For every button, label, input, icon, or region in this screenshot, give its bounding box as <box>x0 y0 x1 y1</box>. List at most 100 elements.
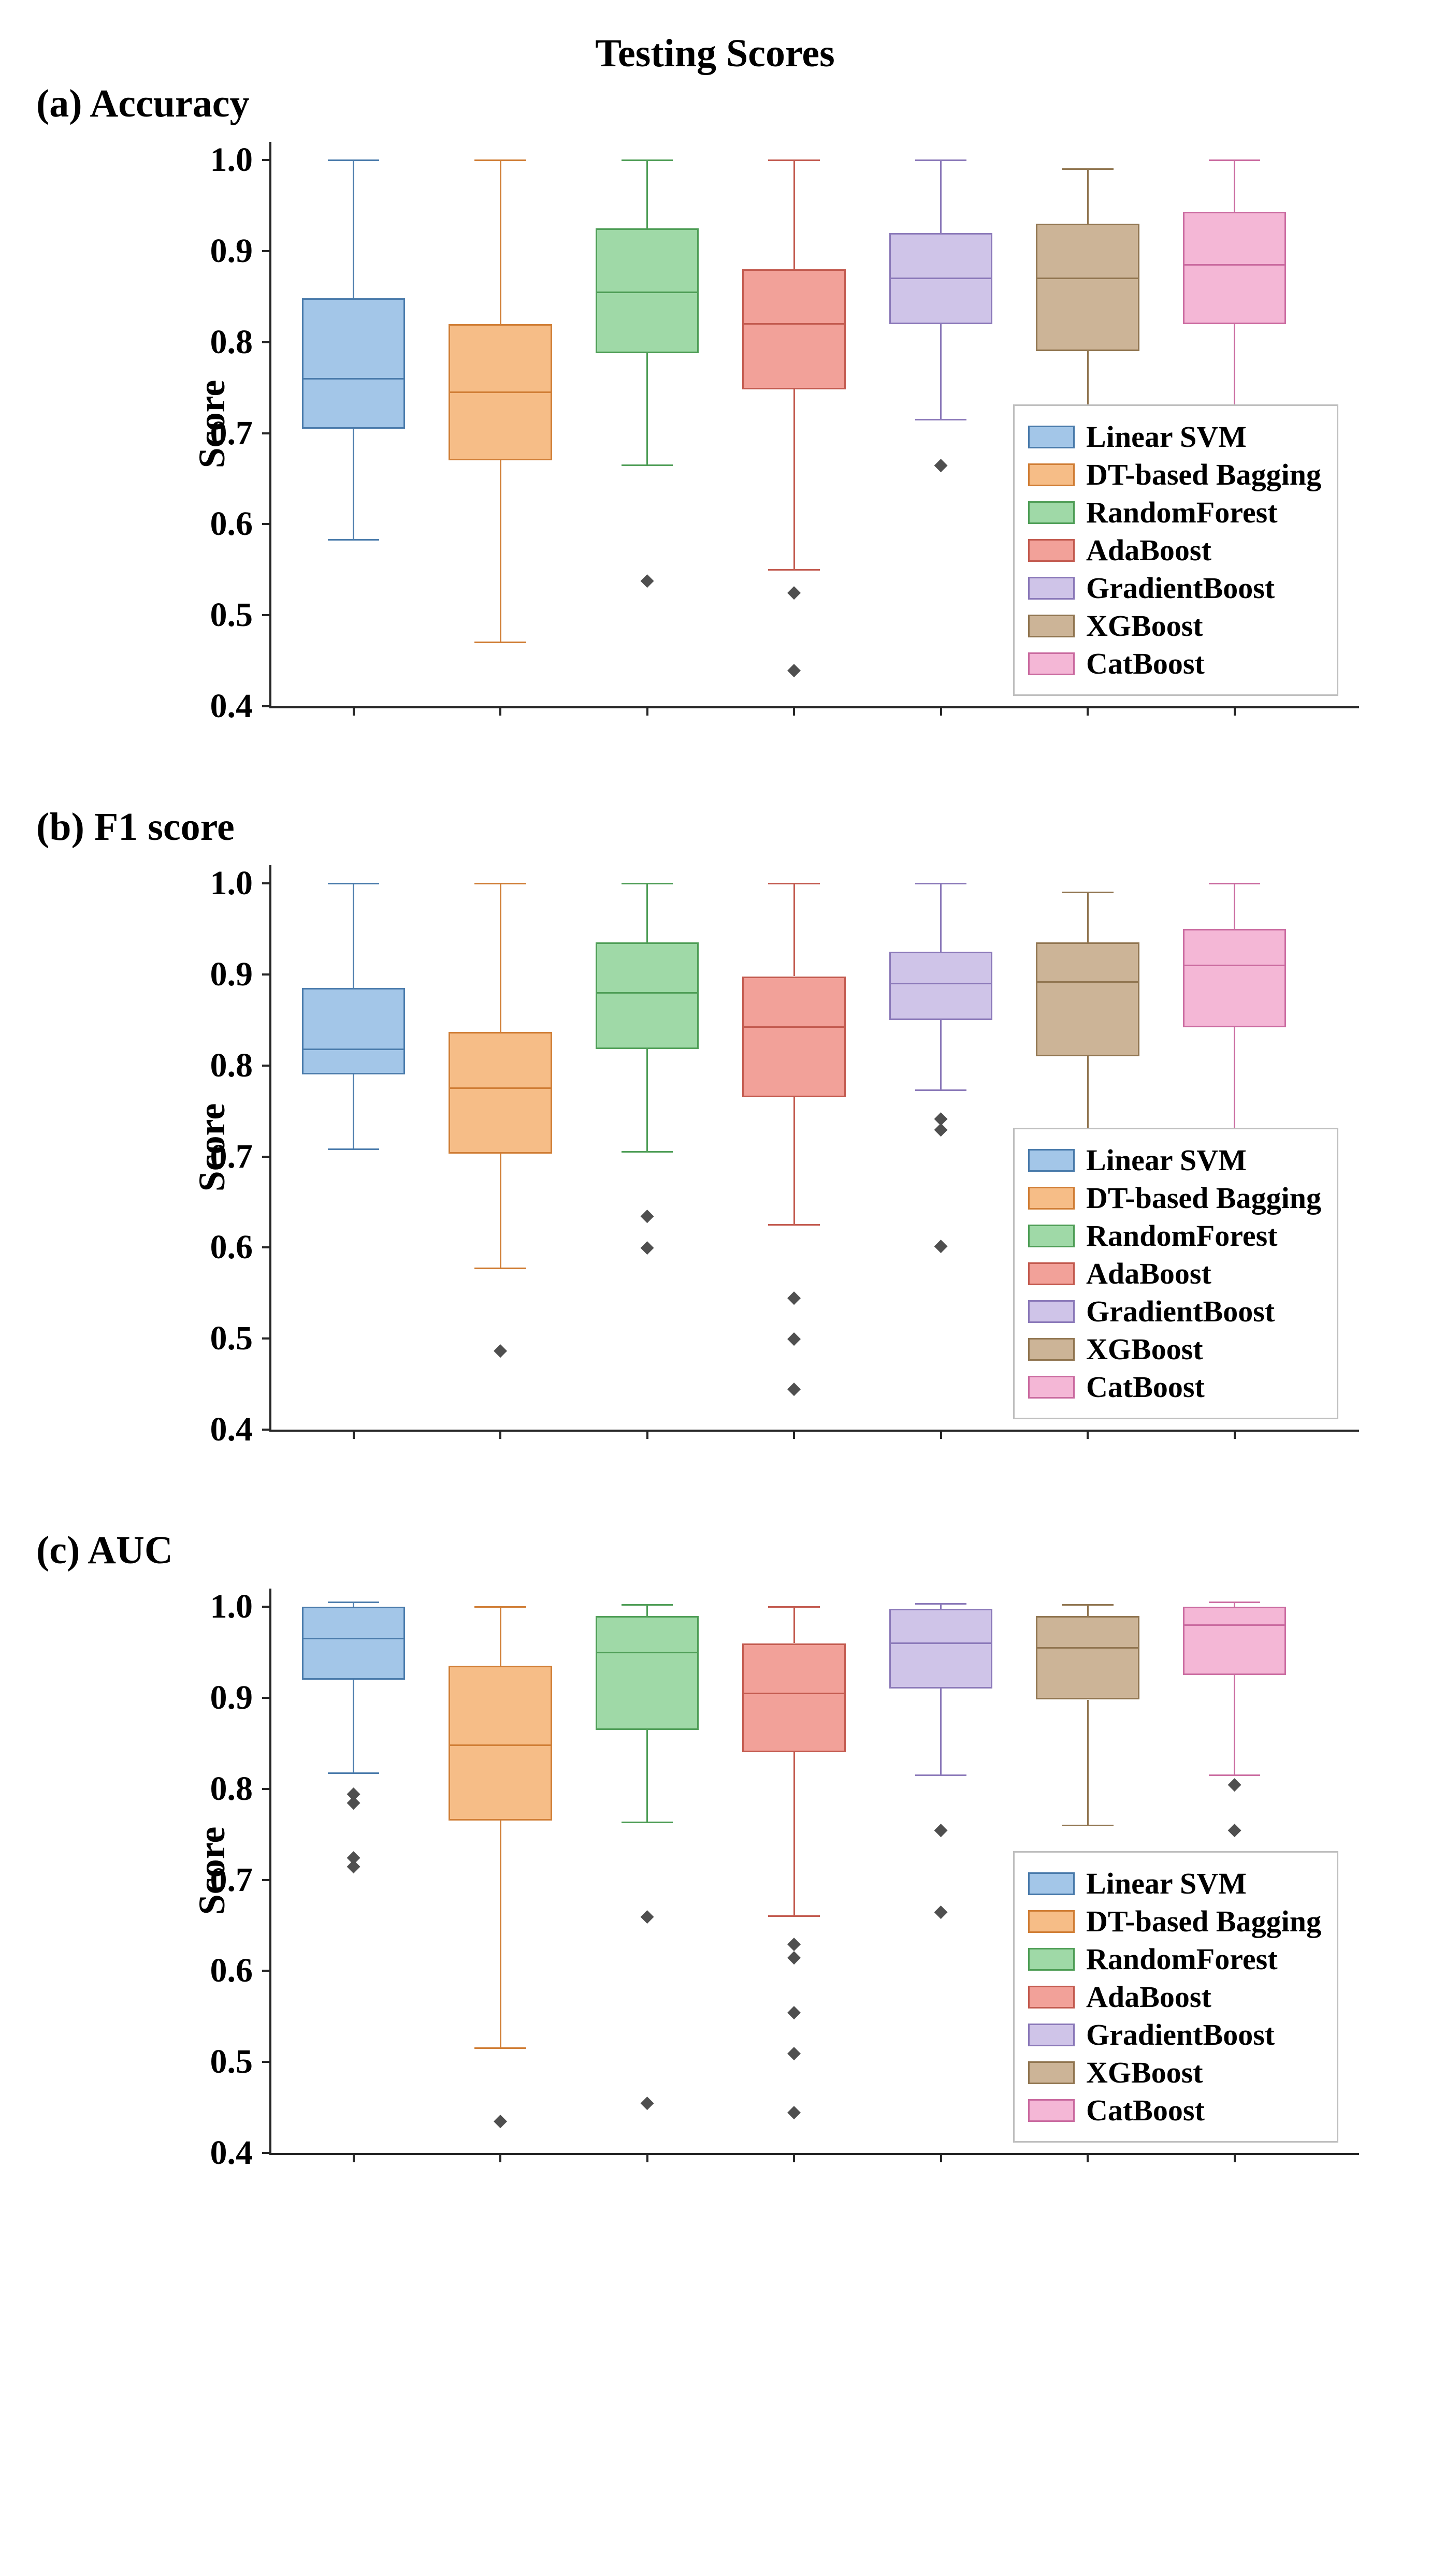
legend-row: Linear SVM <box>1028 419 1321 454</box>
median-line <box>449 1087 552 1089</box>
whisker-low <box>1234 1027 1235 1143</box>
plot-area: Score0.40.50.60.70.80.91.0◆◆◆◆◆◆◆◆◆◆◆◆◆◆… <box>269 1589 1359 2155</box>
whisker-low <box>793 1752 795 1916</box>
outlier-point: ◆ <box>934 456 947 474</box>
legend-text: Linear SVM <box>1086 1143 1247 1177</box>
outlier-point: ◆ <box>494 2112 507 2130</box>
ytick-label: 0.5 <box>210 2042 253 2082</box>
legend-swatch <box>1028 1262 1075 1285</box>
legend-row: Linear SVM <box>1028 1866 1321 1901</box>
whisker-cap-low <box>915 1774 967 1776</box>
whisker-high <box>353 883 354 988</box>
ytick-label: 0.9 <box>210 955 253 994</box>
xtick-mark <box>1234 706 1236 716</box>
legend-text: CatBoost <box>1086 2093 1205 2128</box>
box-3 <box>742 977 846 1098</box>
legend-row: CatBoost <box>1028 2093 1321 2128</box>
box-2 <box>596 942 699 1049</box>
chart-frame: Score0.40.50.60.70.80.91.0◆◆◆◆◆◆◆◆◆◆Line… <box>197 855 1378 1476</box>
ytick-mark <box>262 1788 271 1790</box>
whisker-low <box>940 1689 942 1775</box>
xtick-mark <box>1234 1430 1236 1439</box>
legend-text: AdaBoost <box>1086 1256 1211 1291</box>
box-0 <box>302 1607 406 1680</box>
ytick-mark <box>262 1879 271 1881</box>
ytick-label: 1.0 <box>210 140 253 180</box>
ytick-mark <box>262 1065 271 1067</box>
ytick-label: 0.9 <box>210 231 253 271</box>
legend-swatch <box>1028 426 1075 448</box>
ytick-mark <box>262 159 271 161</box>
ytick-label: 0.7 <box>210 1137 253 1176</box>
whisker-cap-high <box>1209 883 1261 884</box>
box-4 <box>889 1609 993 1689</box>
legend-row: GradientBoost <box>1028 571 1321 605</box>
whisker-low <box>793 389 795 570</box>
median-line <box>1183 264 1287 266</box>
outlier-point: ◆ <box>640 2094 654 2112</box>
median-line <box>449 1744 552 1746</box>
whisker-high <box>793 883 795 976</box>
legend-row: XGBoost <box>1028 608 1321 643</box>
legend-text: AdaBoost <box>1086 533 1211 567</box>
outlier-point: ◆ <box>787 661 801 679</box>
whisker-high <box>500 1607 501 1666</box>
xtick-mark <box>1087 1430 1089 1439</box>
legend-text: RandomForest <box>1086 1218 1277 1253</box>
whisker-cap-high <box>1062 1604 1114 1606</box>
outlier-point: ◆ <box>640 572 654 589</box>
whisker-cap-low <box>768 1224 820 1226</box>
outlier-point: ◆ <box>787 2103 801 2121</box>
outlier-point: ◆ <box>934 1821 947 1839</box>
whisker-cap-low <box>474 2047 526 2049</box>
legend-text: GradientBoost <box>1086 571 1275 605</box>
whisker-cap-high <box>768 159 820 161</box>
legend-row: Linear SVM <box>1028 1143 1321 1177</box>
whisker-high <box>793 160 795 269</box>
legend-swatch <box>1028 2061 1075 2084</box>
outlier-point: ◆ <box>787 584 801 601</box>
whisker-low <box>353 1074 354 1149</box>
median-line <box>889 983 993 984</box>
median-line <box>449 391 552 393</box>
outlier-point: ◆ <box>787 2044 801 2062</box>
whisker-cap-high <box>915 883 967 884</box>
legend-swatch <box>1028 1948 1075 1971</box>
xtick-mark <box>1234 2153 1236 2162</box>
legend-text: XGBoost <box>1086 608 1203 643</box>
whisker-cap-high <box>328 1602 380 1603</box>
outlier-point: ◆ <box>640 1239 654 1256</box>
median-line <box>302 1638 406 1639</box>
ytick-label: 1.0 <box>210 864 253 903</box>
legend-swatch <box>1028 1872 1075 1895</box>
whisker-cap-high <box>328 883 380 884</box>
whisker-high <box>646 160 648 228</box>
whisker-cap-low <box>1062 1825 1114 1826</box>
legend-swatch <box>1028 2024 1075 2046</box>
whisker-low <box>793 1097 795 1225</box>
ytick-mark <box>262 973 271 976</box>
median-line <box>742 323 846 325</box>
median-line <box>889 278 993 279</box>
box-3 <box>742 269 846 389</box>
ytick-label: 0.4 <box>210 2133 253 2173</box>
outlier-point: ◆ <box>494 1342 507 1359</box>
outlier-point: ◆ <box>1227 1821 1241 1839</box>
whisker-high <box>353 160 354 298</box>
whisker-high <box>500 160 501 324</box>
xtick-mark <box>499 2153 501 2162</box>
legend-row: XGBoost <box>1028 1332 1321 1366</box>
legend-text: DT-based Bagging <box>1086 457 1321 492</box>
ytick-label: 0.6 <box>210 504 253 544</box>
legend-swatch <box>1028 652 1075 675</box>
whisker-cap-high <box>1062 892 1114 893</box>
box-5 <box>1036 224 1139 351</box>
outlier-point: ◆ <box>787 1330 801 1347</box>
ytick-mark <box>262 2152 271 2154</box>
median-line <box>1036 1647 1139 1649</box>
whisker-cap-low <box>474 1268 526 1269</box>
legend-row: DT-based Bagging <box>1028 1181 1321 1215</box>
legend: Linear SVM DT-based BaggingRandomForestAd… <box>1013 1128 1338 1419</box>
legend-swatch <box>1028 1986 1075 2009</box>
box-6 <box>1183 212 1287 324</box>
